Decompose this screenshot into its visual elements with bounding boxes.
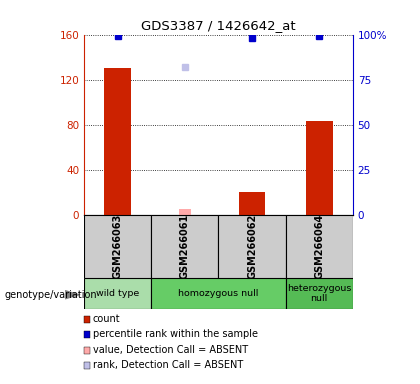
Bar [286,215,353,278]
Text: genotype/variation: genotype/variation [4,290,97,300]
Text: homozygous null: homozygous null [178,289,259,298]
Bar [84,215,151,278]
Polygon shape [65,290,81,300]
Text: value, Detection Call = ABSENT: value, Detection Call = ABSENT [93,345,248,355]
Bar [239,192,265,215]
Bar [151,278,286,309]
Text: wild type: wild type [96,289,139,298]
Bar [84,278,151,309]
Bar [218,215,286,278]
Bar [104,68,131,215]
Text: GSM266062: GSM266062 [247,214,257,279]
Bar [306,121,333,215]
Bar [151,215,218,278]
Text: GSM266063: GSM266063 [113,214,123,279]
Bar [286,278,353,309]
Text: count: count [93,314,121,324]
Text: rank, Detection Call = ABSENT: rank, Detection Call = ABSENT [93,360,243,370]
Bar [179,209,191,215]
Text: GSM266064: GSM266064 [314,214,324,279]
Text: percentile rank within the sample: percentile rank within the sample [93,329,258,339]
Text: heterozygous
null: heterozygous null [287,284,352,303]
Text: GSM266061: GSM266061 [180,214,190,279]
Title: GDS3387 / 1426642_at: GDS3387 / 1426642_at [141,19,296,32]
